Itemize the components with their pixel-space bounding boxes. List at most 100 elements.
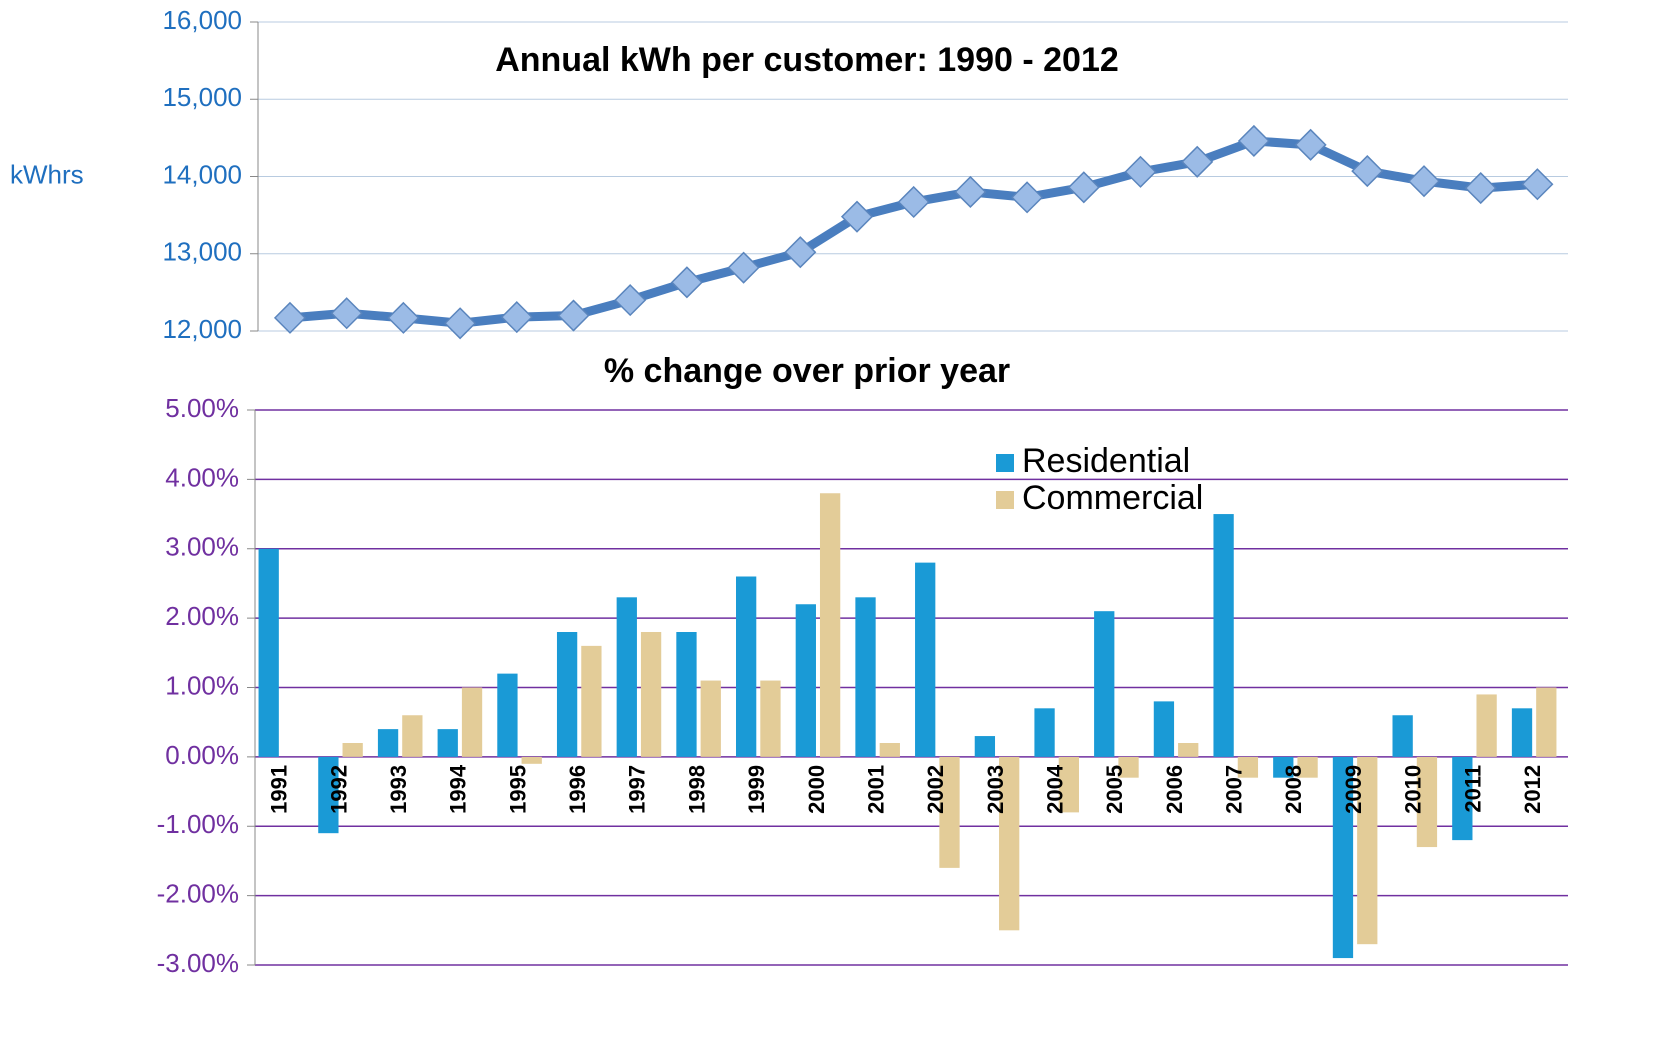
bar xyxy=(377,729,399,757)
marker xyxy=(897,185,930,219)
bar xyxy=(819,493,841,757)
bar xyxy=(581,645,602,757)
y-tick-label: 15,000 xyxy=(162,82,242,112)
bar xyxy=(939,756,960,868)
bar xyxy=(999,756,1020,931)
marker xyxy=(444,307,477,340)
x-tick-label: 2008 xyxy=(1281,765,1306,814)
x-tick-label: 1995 xyxy=(505,765,530,814)
marker xyxy=(1237,124,1270,158)
bar xyxy=(1511,708,1533,757)
marker xyxy=(1067,171,1100,204)
marker xyxy=(954,175,987,209)
y-axis-label: kWhrs xyxy=(10,159,84,189)
bar xyxy=(1452,756,1473,841)
bar xyxy=(497,673,518,757)
bar xyxy=(1178,743,1199,757)
y-tick-label: 13,000 xyxy=(162,237,242,267)
marker xyxy=(1181,145,1214,178)
bar xyxy=(1476,694,1497,757)
bar xyxy=(1034,708,1055,757)
bar xyxy=(1118,756,1139,778)
bar xyxy=(616,597,637,757)
marker xyxy=(330,297,363,330)
legend-swatch xyxy=(996,454,1014,472)
y-tick-label: -1.00% xyxy=(157,809,239,839)
bar xyxy=(461,687,483,757)
marker xyxy=(784,236,817,269)
y-tick-label: 1.00% xyxy=(165,670,239,700)
bar xyxy=(521,756,542,764)
bar xyxy=(1094,611,1115,757)
marker xyxy=(387,301,420,334)
y-tick-label: 12,000 xyxy=(162,314,242,344)
x-tick-label: 2004 xyxy=(1043,764,1068,814)
bar xyxy=(760,680,781,757)
x-tick-label: 1991 xyxy=(267,765,292,814)
marker xyxy=(727,251,760,284)
x-tick-label: 1993 xyxy=(386,765,411,814)
x-tick-label: 2007 xyxy=(1222,765,1247,814)
marker xyxy=(1124,155,1157,188)
bar xyxy=(1213,514,1234,757)
x-tick-label: 2006 xyxy=(1162,765,1187,814)
bar xyxy=(1416,756,1438,848)
x-tick-label: 2009 xyxy=(1341,765,1366,814)
marker xyxy=(1011,181,1044,214)
marker xyxy=(1294,128,1327,161)
bar xyxy=(700,680,721,757)
bar xyxy=(879,743,900,757)
bar xyxy=(1332,756,1354,959)
x-tick-label: 1992 xyxy=(326,765,351,814)
bar xyxy=(1392,715,1413,757)
bar xyxy=(855,597,876,757)
marker xyxy=(614,284,647,317)
x-tick-label: 2001 xyxy=(863,765,888,814)
bar xyxy=(1357,756,1378,945)
bar xyxy=(258,548,279,757)
bar xyxy=(1273,756,1294,778)
x-tick-label: 1996 xyxy=(565,765,590,814)
x-tick-label: 1997 xyxy=(625,765,650,814)
marker xyxy=(1464,172,1497,205)
legend-swatch xyxy=(996,491,1014,509)
x-tick-label: 2003 xyxy=(983,765,1008,814)
bar xyxy=(915,562,936,757)
y-tick-label: -2.00% xyxy=(157,879,239,909)
x-tick-label: 2005 xyxy=(1102,765,1127,814)
chart-title: Annual kWh per customer: 1990 - 2012 xyxy=(495,41,1119,79)
bar xyxy=(1058,756,1079,813)
bar xyxy=(556,632,578,757)
y-tick-label: 5.00% xyxy=(165,393,239,423)
line xyxy=(289,136,1538,328)
legend-label: Residential xyxy=(1022,442,1190,480)
legend-label: Commercial xyxy=(1022,479,1203,517)
marker xyxy=(840,200,874,233)
x-tick-label: 1998 xyxy=(684,765,709,814)
x-tick-label: 1994 xyxy=(446,764,471,814)
x-tick-label: 2012 xyxy=(1520,765,1545,814)
marker xyxy=(670,266,703,299)
x-tick-label: 2002 xyxy=(923,765,948,814)
bar xyxy=(736,576,757,757)
bar xyxy=(342,743,363,757)
bar xyxy=(795,604,816,757)
marker xyxy=(557,299,590,332)
y-tick-label: 3.00% xyxy=(165,532,239,562)
y-tick-label: 0.00% xyxy=(165,740,239,770)
y-tick-label: 14,000 xyxy=(162,159,242,189)
x-tick-label: 2000 xyxy=(804,765,829,814)
bar xyxy=(402,715,423,757)
bar xyxy=(1297,756,1318,778)
marker xyxy=(1351,155,1384,188)
bar xyxy=(1237,756,1259,778)
marker xyxy=(273,301,307,334)
bar xyxy=(676,632,697,757)
bar xyxy=(1153,701,1175,757)
bar xyxy=(974,736,996,757)
marker xyxy=(500,301,533,334)
x-tick-label: 1999 xyxy=(744,765,769,814)
bar xyxy=(1536,687,1557,757)
x-tick-label: 2011 xyxy=(1460,765,1485,813)
